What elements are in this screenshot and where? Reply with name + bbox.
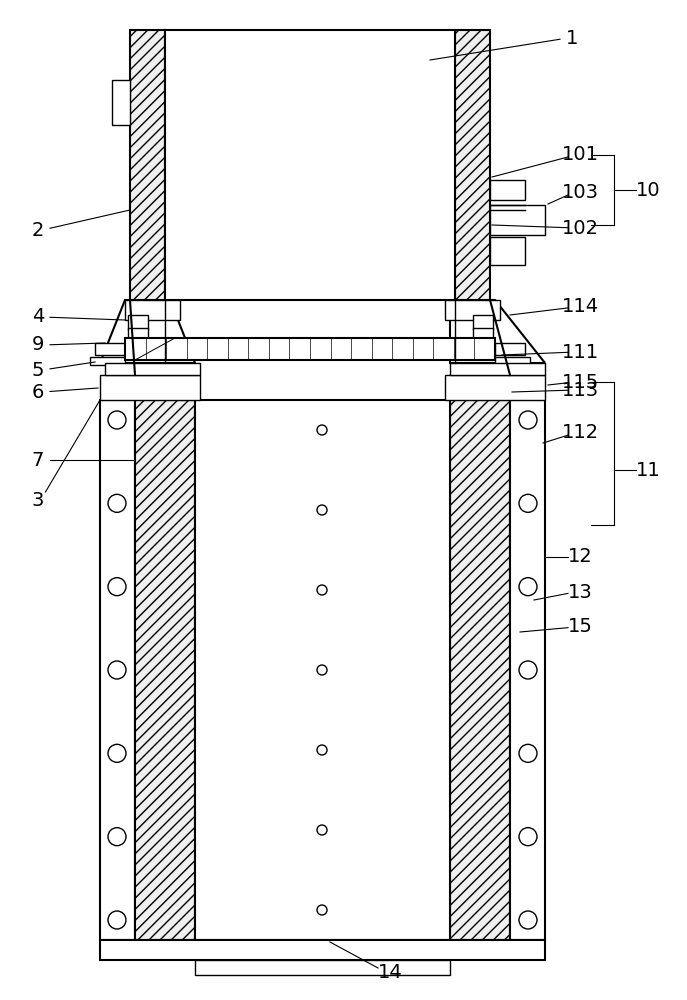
Bar [510,400,545,940]
Text: 101: 101 [561,145,598,164]
Bar [125,300,180,320]
Bar [195,960,450,975]
Text: 114: 114 [561,298,598,316]
Polygon shape [450,300,545,363]
Text: 103: 103 [561,182,598,202]
Text: 115: 115 [561,372,598,391]
Circle shape [108,744,126,762]
Text: 102: 102 [561,219,598,237]
Circle shape [317,505,327,515]
Bar [495,357,530,365]
Circle shape [317,745,327,755]
Bar [105,363,200,375]
Bar [100,375,200,400]
Circle shape [317,905,327,915]
Text: 2: 2 [32,221,44,239]
Text: 14: 14 [378,962,403,982]
Circle shape [519,828,537,846]
Bar [135,400,195,940]
Bar [95,343,125,355]
Text: 11: 11 [635,460,660,480]
Bar [455,30,490,300]
Text: 3: 3 [32,490,44,510]
Bar [112,80,130,125]
Bar [128,315,148,330]
Polygon shape [100,300,195,363]
Bar [445,375,545,400]
Circle shape [108,828,126,846]
Text: 113: 113 [561,380,598,399]
Circle shape [317,585,327,595]
Bar [128,328,148,340]
Circle shape [108,578,126,596]
Bar [450,400,510,940]
Circle shape [519,411,537,429]
Bar [100,940,545,960]
Bar [490,180,525,200]
Text: 10: 10 [635,180,660,200]
Bar [195,400,450,940]
Bar [125,338,495,360]
Bar [473,328,493,340]
Text: 112: 112 [561,424,598,442]
Text: 12: 12 [567,548,592,566]
Bar [490,205,545,235]
Circle shape [519,744,537,762]
Circle shape [108,411,126,429]
Bar [490,237,525,265]
Circle shape [519,911,537,929]
Text: 1: 1 [566,28,578,47]
Bar [165,30,455,300]
Text: 4: 4 [32,308,44,326]
Circle shape [519,494,537,512]
Bar [445,300,500,320]
Bar [100,400,135,940]
Text: 111: 111 [561,342,598,361]
Circle shape [317,425,327,435]
Circle shape [108,661,126,679]
Circle shape [519,661,537,679]
Bar [495,343,525,355]
Text: 15: 15 [567,617,592,637]
Text: 7: 7 [32,450,44,470]
Circle shape [317,665,327,675]
Bar [473,315,493,330]
Text: 5: 5 [32,360,44,379]
Bar [450,363,545,375]
Circle shape [108,494,126,512]
Bar [130,30,165,300]
Circle shape [317,825,327,835]
Text: 13: 13 [567,582,592,601]
Circle shape [108,911,126,929]
Text: 6: 6 [32,382,44,401]
Bar [90,357,125,365]
Circle shape [519,578,537,596]
Text: 9: 9 [32,336,44,355]
